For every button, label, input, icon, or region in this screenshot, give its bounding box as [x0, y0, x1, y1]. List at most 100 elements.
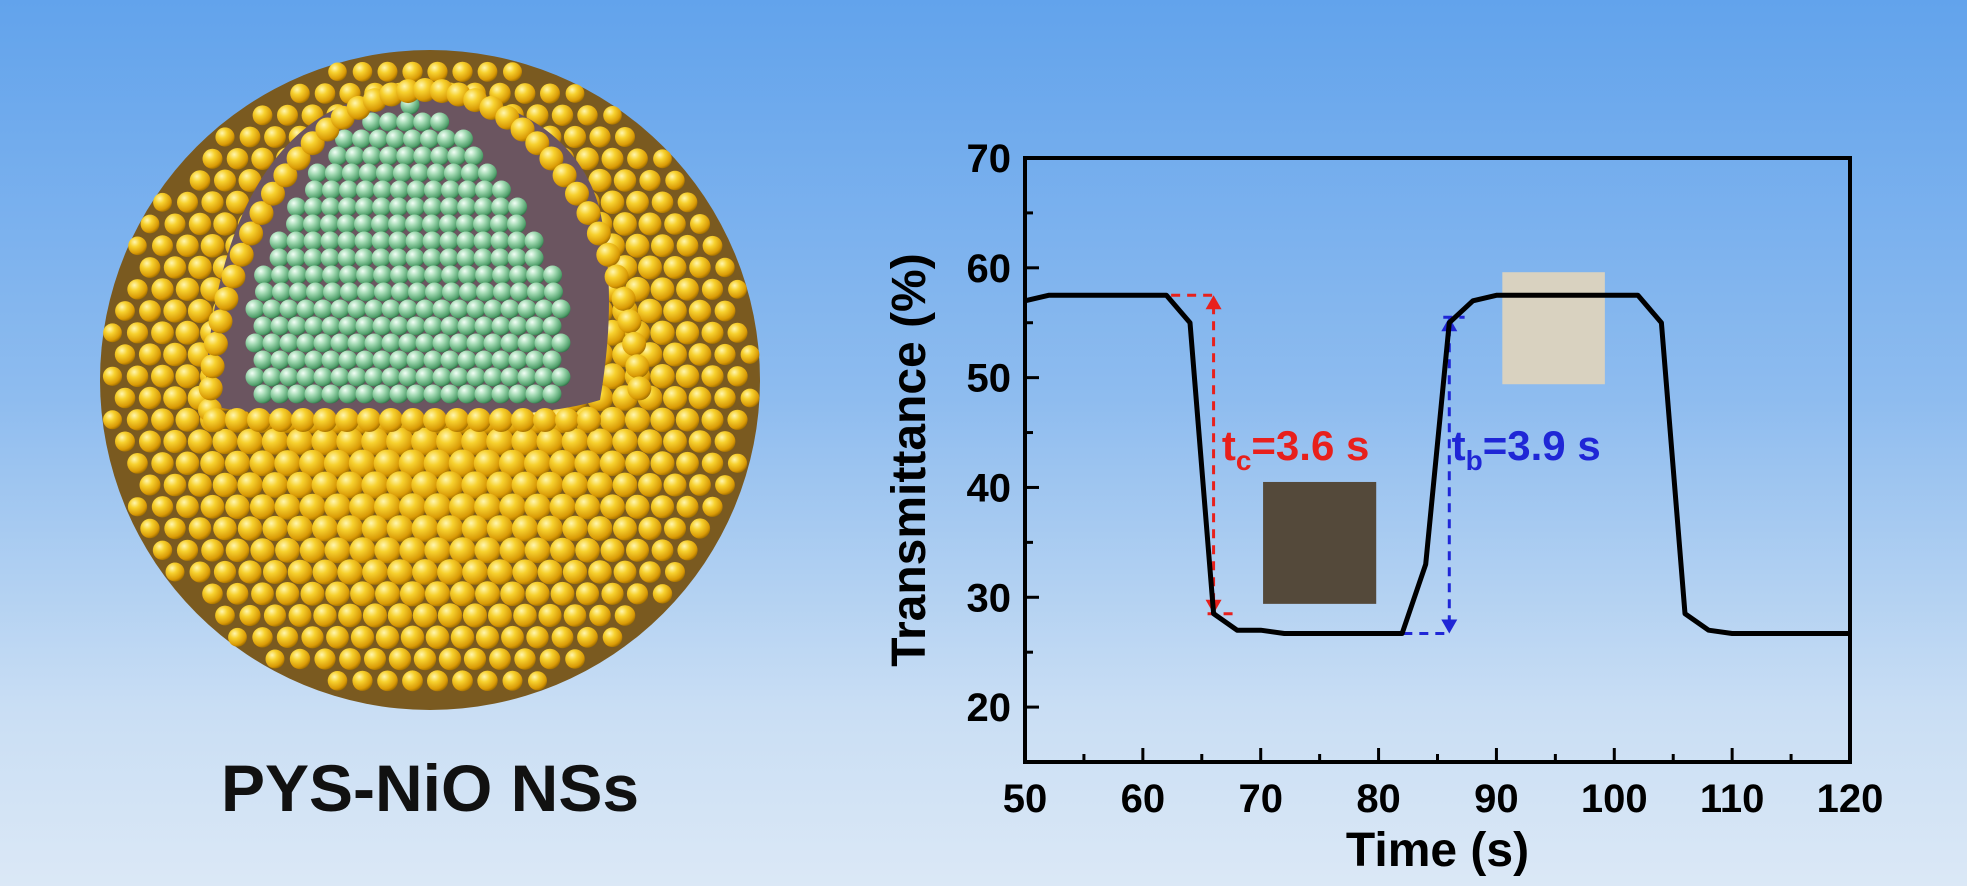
shell-ball: [163, 429, 187, 454]
shell-ball: [263, 604, 287, 627]
shell-ball: [127, 497, 148, 517]
rim-ball: [511, 408, 535, 432]
y-axis-ticks: 20 30 40 50 60 70: [967, 137, 1039, 764]
core-ball: [517, 333, 537, 353]
core-ball: [355, 316, 375, 336]
core-ball: [492, 265, 512, 285]
shell-ball: [361, 471, 389, 499]
core-ball: [339, 265, 359, 285]
core-ball: [287, 350, 307, 370]
shell-ball: [625, 233, 650, 258]
core-ball: [289, 282, 308, 302]
core-ball: [321, 350, 341, 370]
shell-ball: [163, 256, 187, 279]
core-ball: [389, 197, 409, 217]
core-ball: [296, 333, 316, 353]
rim-ball: [357, 408, 381, 432]
core-ball: [341, 163, 361, 183]
core-ball: [424, 265, 444, 285]
shell-ball: [336, 471, 364, 499]
core-ball: [407, 180, 426, 200]
shell-ball: [175, 277, 200, 301]
shell-ball: [536, 428, 564, 455]
shell-ball: [627, 148, 648, 170]
shell-ball: [226, 582, 249, 605]
shell-ball: [373, 449, 402, 478]
shell-ball: [637, 429, 663, 454]
shell-ball: [689, 256, 711, 279]
shell-ball: [262, 472, 288, 498]
shell-ball: [188, 473, 212, 497]
core-ball: [357, 282, 376, 302]
shell-ball: [638, 212, 662, 236]
shell-ball: [175, 451, 200, 476]
shell-ball: [402, 61, 423, 82]
core-ball: [355, 197, 375, 217]
shell-ball: [650, 451, 675, 476]
rim-ball: [313, 408, 337, 432]
shell-ball: [114, 387, 136, 409]
core-ball: [500, 299, 520, 319]
shell-ball: [264, 126, 286, 148]
shell-ball: [311, 471, 339, 499]
shell-ball: [374, 493, 401, 521]
shell-ball: [338, 603, 362, 628]
shell-ball: [361, 427, 389, 456]
shell-ball: [663, 299, 687, 323]
shell-ball: [651, 234, 674, 258]
shell-ball: [613, 169, 637, 192]
shell-ball: [312, 559, 338, 585]
shell-ball: [563, 604, 587, 627]
shell-ball: [287, 559, 313, 585]
shell-ball: [364, 648, 386, 670]
shell-ball: [600, 538, 625, 563]
core-ball: [458, 265, 478, 285]
shell-ball: [189, 561, 211, 583]
transmittance-series-line: [1024, 292, 1850, 636]
shell-ball: [715, 475, 735, 495]
arrow-head-down: [1441, 619, 1458, 634]
rim-ball: [203, 331, 228, 356]
core-ball: [440, 316, 460, 336]
core-ball: [490, 248, 510, 268]
core-ball: [379, 146, 399, 166]
core-ball: [364, 299, 384, 319]
core-ball: [508, 197, 528, 217]
core-ball: [456, 231, 476, 251]
shell-ball: [103, 323, 122, 343]
core-ball: [456, 214, 475, 234]
shell-ball: [676, 495, 699, 518]
shell-ball: [473, 449, 502, 477]
colored-state-swatch: [1263, 481, 1377, 604]
shell-ball: [561, 428, 589, 455]
shell-ball: [350, 625, 375, 649]
core-ball: [551, 333, 571, 353]
shell-ball: [448, 449, 477, 478]
core-ball: [449, 299, 469, 319]
shell-ball: [386, 515, 414, 542]
shell-ball: [201, 191, 224, 214]
rim-ball: [627, 376, 652, 401]
core-ball: [525, 384, 545, 404]
core-ball: [354, 214, 373, 234]
shell-ball: [475, 581, 500, 607]
x-axis-label: Time (s): [1346, 824, 1529, 877]
x-axis-ticks: 50 60 70 80 90 100 110 120: [1003, 748, 1883, 821]
core-ball: [389, 384, 409, 404]
core-ball: [542, 384, 562, 404]
shell-ball: [324, 493, 351, 521]
core-ball: [321, 316, 341, 336]
shell-ball: [163, 299, 187, 323]
shell-ball: [714, 387, 736, 409]
core-ball: [322, 180, 341, 200]
shell-ball: [575, 582, 600, 606]
shell-ball: [602, 627, 623, 648]
shell-ball: [349, 537, 376, 564]
core-ball: [432, 333, 452, 353]
bleached-state-swatch: [1502, 272, 1605, 385]
series-group: [1024, 292, 1850, 636]
core-ball: [415, 299, 435, 319]
shell-ball: [702, 496, 723, 517]
core-ball: [338, 384, 358, 404]
label-subscript: c: [1236, 445, 1252, 476]
